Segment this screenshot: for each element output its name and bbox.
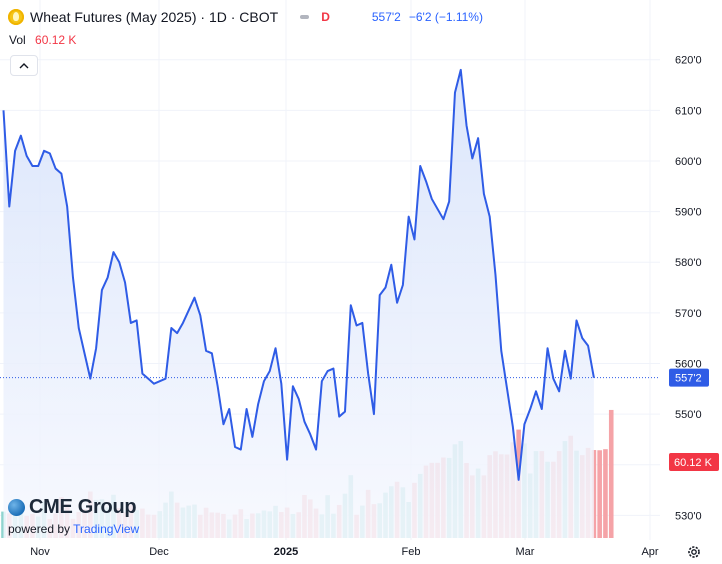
gear-icon[interactable] [687,545,701,562]
x-tick-label: Feb [402,546,421,558]
powered-prefix: powered by [8,522,71,536]
collapse-legend-button[interactable] [10,55,38,76]
x-tick-label: 2025 [274,546,298,558]
symbol-title[interactable]: Wheat Futures (May 2025) · 1D · CBOT [30,9,279,25]
cme-logo[interactable]: CME Group powered by TradingView [8,496,139,536]
y-tick-label: 550'0 [675,409,702,421]
y-tick-label: 580'0 [675,257,702,269]
chevron-up-icon [19,62,29,68]
x-tick-label: Nov [30,546,50,558]
x-tick-label: Dec [149,546,169,558]
y-tick-label: 620'0 [675,55,702,67]
last-price-tag-bg [669,368,709,387]
y-tick-label: 560'0 [675,358,702,370]
delayed-data-badge[interactable]: D [321,10,330,24]
volume-bar [608,409,614,538]
last-price-tag: 557'2 [669,368,709,387]
volume-tag: 60.12 K [669,453,719,471]
volume-bar [597,450,602,538]
y-tick-label: 570'0 [675,308,702,320]
chart-header: Wheat Futures (May 2025) · 1D · CBOT D 5… [8,7,483,27]
wheat-symbol-icon[interactable] [8,9,24,25]
volume-value: 60.12 K [35,33,77,47]
y-tick-label: 610'0 [675,105,702,117]
y-tick-label: 530'0 [675,510,702,522]
x-tick-label: Apr [641,546,658,558]
tradingview-link[interactable]: TradingView [73,522,140,536]
volume-label: Vol [9,33,26,47]
price-line [2,68,595,481]
y-axis: 530'0540'0550'0560'0570'0580'0590'0600'0… [675,55,702,523]
y-tick-label: 600'0 [675,156,702,168]
last-price: 557'2 [371,10,401,24]
volume-bar [603,449,608,538]
globe-icon [8,499,25,516]
powered-by[interactable]: powered by TradingView [8,522,139,536]
x-axis: Nov Dec 2025 Feb Mar Apr [30,546,659,558]
price-change: −6'2 (−1.11%) [408,10,483,24]
volume-tag-bg [669,453,719,471]
x-tick-label: Mar [516,546,535,558]
brand-name: CME Group [29,496,137,518]
volume-legend: Vol 60.12 K [9,33,76,47]
y-tick-label: 590'0 [675,207,702,219]
market-status-icon [300,15,310,19]
price-area-fill [3,69,594,538]
last-price-tag-label: 557'2 [675,373,702,385]
volume-tag-label: 60.12 K [674,457,713,469]
